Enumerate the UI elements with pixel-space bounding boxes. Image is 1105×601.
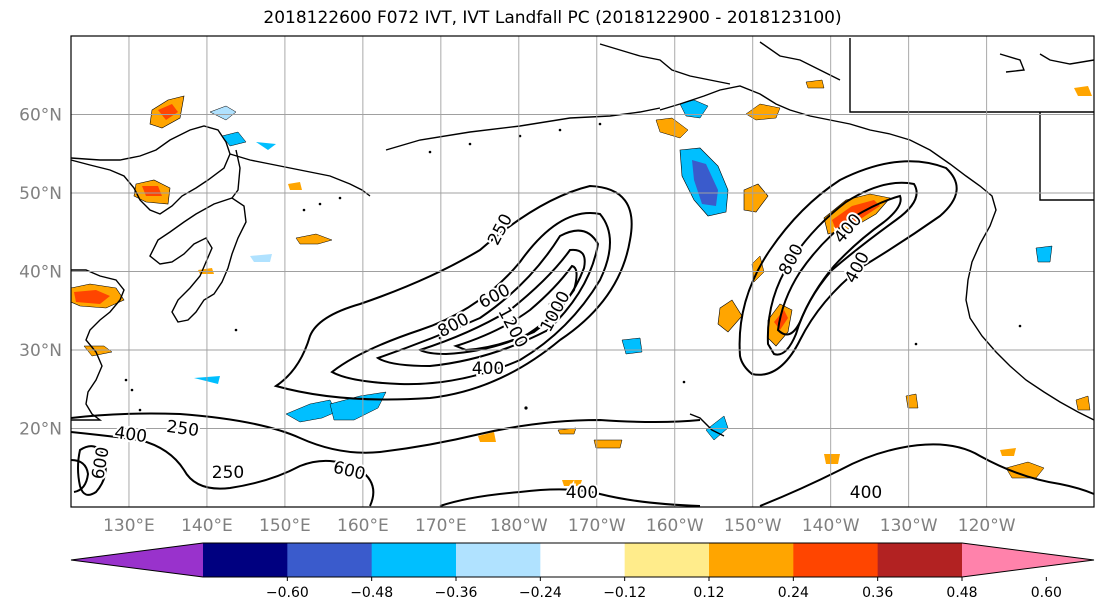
contour-label: 400 bbox=[566, 483, 598, 503]
contour-label: 250 bbox=[165, 417, 200, 441]
colorbar-extend-low bbox=[71, 543, 203, 577]
colorbar-tick-label: 0.24 bbox=[778, 585, 809, 601]
colorbar-tick-label: −0.48 bbox=[350, 585, 393, 601]
positive-anomaly-area bbox=[1075, 395, 1091, 411]
contour-label: 600 bbox=[88, 445, 113, 480]
lon-label: 180°W bbox=[490, 516, 548, 536]
colorbar-bin bbox=[540, 543, 626, 577]
lat-label: 20°N bbox=[19, 420, 62, 440]
positive-anomaly-area bbox=[562, 480, 582, 486]
colorbar-bin bbox=[203, 543, 288, 577]
colorbar-tick-label: 0.48 bbox=[946, 585, 977, 601]
contour-label: 400 bbox=[472, 359, 504, 379]
colorbar-bin bbox=[624, 543, 710, 577]
negative-anomaly-area bbox=[285, 399, 337, 423]
colorbar-bin bbox=[709, 543, 794, 577]
negative-anomaly-area bbox=[329, 391, 387, 421]
ivt-contours bbox=[70, 160, 1095, 507]
negative-anomaly-area bbox=[221, 131, 247, 147]
colorbar-extend-high bbox=[962, 543, 1094, 577]
colorbar-bin bbox=[877, 543, 963, 577]
colorbar-tick-label: 0.60 bbox=[1031, 585, 1062, 601]
positive-anomaly-area bbox=[905, 393, 919, 409]
lon-label: 130°E bbox=[103, 516, 155, 536]
lon-label: 170°E bbox=[415, 516, 467, 536]
lat-label: 50°N bbox=[19, 184, 62, 204]
positive-anomaly-area bbox=[655, 117, 689, 139]
colorbar-bin bbox=[287, 543, 373, 577]
coastlines bbox=[70, 38, 1095, 437]
contour-label: 250 bbox=[212, 463, 244, 483]
colorbar-tick-label: −0.12 bbox=[603, 585, 646, 601]
lon-label: 150°W bbox=[724, 516, 782, 536]
lon-label: 150°E bbox=[259, 516, 311, 536]
lon-label: 160°E bbox=[337, 516, 389, 536]
positive-anomaly-area bbox=[295, 233, 333, 245]
negative-anomaly-area bbox=[256, 142, 276, 150]
ivt-landfall-pc-shading bbox=[70, 79, 1092, 486]
negative-anomaly-area bbox=[621, 337, 643, 355]
colorbar-tick-label: −0.24 bbox=[519, 585, 562, 601]
lat-label: 60°N bbox=[19, 106, 62, 126]
positive-anomaly-area bbox=[745, 103, 781, 121]
contour-label: 800 bbox=[775, 241, 808, 279]
positive-anomaly-area bbox=[1074, 86, 1092, 96]
lon-label: 170°W bbox=[568, 516, 626, 536]
positive-anomaly-area bbox=[83, 345, 113, 357]
negative-anomaly-area bbox=[1035, 245, 1053, 263]
lon-label: 140°E bbox=[181, 516, 233, 536]
lat-label: 40°N bbox=[19, 263, 62, 283]
lat-label: 30°N bbox=[19, 341, 62, 361]
contour-label: 250 bbox=[484, 211, 517, 249]
lon-label: 140°W bbox=[802, 516, 860, 536]
positive-anomaly-area bbox=[824, 454, 840, 464]
positive-anomaly-area bbox=[142, 186, 162, 196]
negative-anomaly-area bbox=[209, 105, 237, 121]
contour-label: 400 bbox=[113, 423, 148, 447]
positive-anomaly-area bbox=[478, 432, 496, 442]
colorbar-outline bbox=[70, 542, 1095, 578]
colorbar-tick-label: −0.60 bbox=[266, 585, 309, 601]
negative-anomaly-area bbox=[250, 254, 272, 262]
lon-label: 130°W bbox=[880, 516, 938, 536]
lon-label: 160°W bbox=[646, 516, 704, 536]
negative-anomaly-area bbox=[692, 160, 718, 206]
map-frame bbox=[70, 35, 1095, 508]
lon-label: 120°W bbox=[958, 516, 1016, 536]
positive-anomaly-area bbox=[717, 299, 743, 333]
contour-label: 1000 bbox=[537, 288, 575, 336]
map-title: 2018122600 F072 IVT, IVT Landfall PC (20… bbox=[263, 8, 842, 28]
colorbar-bin bbox=[793, 543, 879, 577]
positive-anomaly-area bbox=[774, 310, 788, 330]
positive-anomaly-area bbox=[198, 268, 214, 274]
positive-anomaly-area bbox=[743, 183, 769, 213]
colorbar-tick-label: 0.12 bbox=[693, 585, 724, 601]
positive-anomaly-area bbox=[158, 104, 178, 120]
positive-anomaly-area bbox=[74, 290, 110, 304]
colorbar-bin bbox=[371, 543, 457, 577]
positive-anomaly-area bbox=[1000, 448, 1016, 456]
colorbar-bin bbox=[456, 543, 541, 577]
positive-anomaly-area bbox=[288, 182, 302, 190]
positive-anomaly-area bbox=[805, 79, 825, 89]
colorbar: −0.60 −0.48 −0.36 −0.24 −0.12 0.12 0.24 0.36 0.4… bbox=[70, 542, 1095, 601]
colorbar-tick-label: −0.36 bbox=[435, 585, 478, 601]
contour-label: 400 bbox=[850, 483, 882, 503]
positive-anomaly-area bbox=[593, 439, 623, 449]
colorbar-tick-label: 0.36 bbox=[862, 585, 893, 601]
contour-label: 600 bbox=[331, 458, 367, 485]
positive-anomaly-area bbox=[1005, 461, 1045, 479]
island-dots bbox=[124, 122, 1022, 412]
graticule bbox=[71, 36, 1094, 507]
negative-anomaly-area bbox=[705, 415, 729, 441]
